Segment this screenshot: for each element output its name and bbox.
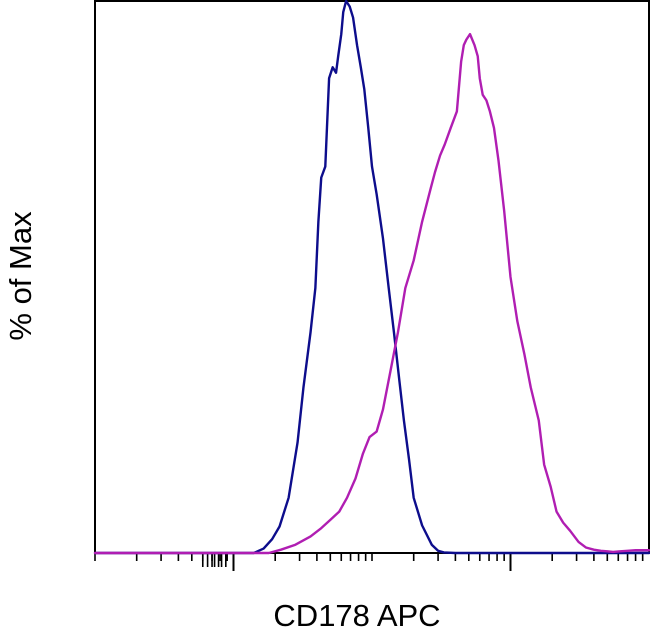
plot-frame	[94, 0, 650, 554]
histogram-series-1	[93, 0, 650, 555]
y-axis-label: % of Max	[3, 211, 38, 341]
plot-series	[93, 0, 650, 555]
x-axis-label: CD178 APC	[273, 598, 440, 633]
histogram-series-2	[93, 32, 650, 555]
x-axis-ticks	[94, 554, 644, 571]
